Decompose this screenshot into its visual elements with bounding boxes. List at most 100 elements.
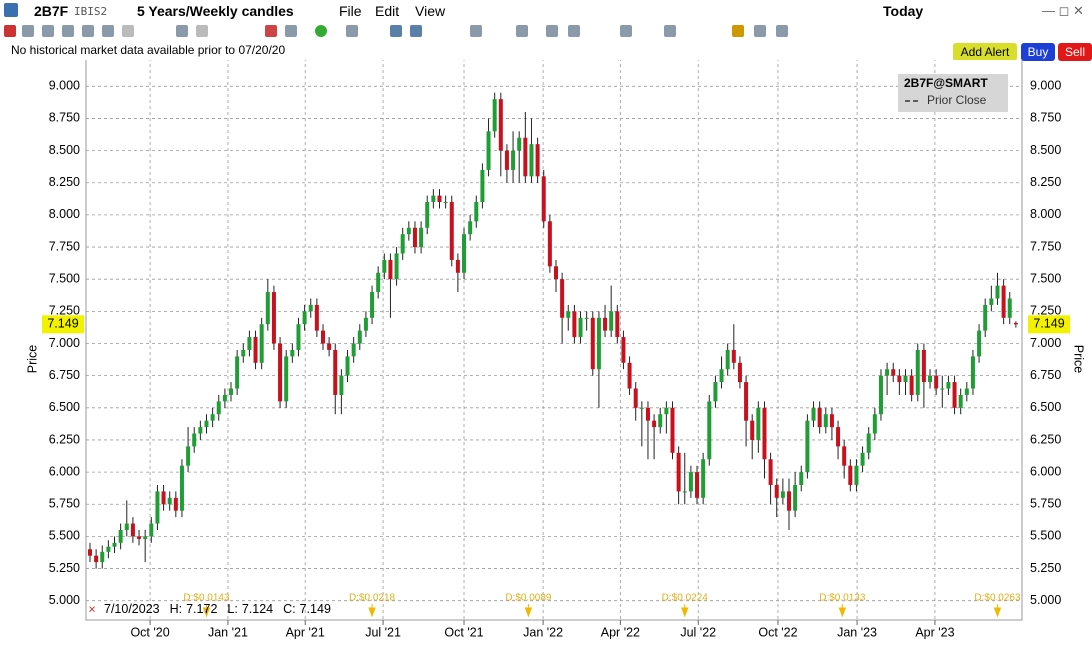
candle-body — [100, 551, 105, 563]
candle-body — [572, 311, 577, 338]
candle-body — [492, 99, 497, 132]
plot-area — [85, 60, 1023, 621]
candle-body — [504, 150, 509, 170]
y-tick-label: 7.500 — [49, 271, 80, 285]
y-tick-label-right: 8.750 — [1030, 111, 1061, 125]
add-alert-button[interactable]: Add Alert — [953, 43, 1017, 61]
legend-box — [898, 74, 1008, 112]
symbol[interactable]: 2B7F — [34, 3, 69, 19]
candle-body — [891, 369, 896, 376]
tool-icon[interactable] — [346, 25, 358, 37]
tool-icon[interactable] — [546, 25, 558, 37]
app-icon — [4, 3, 18, 17]
tool-icon[interactable] — [315, 25, 327, 37]
tool-icon[interactable] — [754, 25, 766, 37]
tool-icon[interactable] — [390, 25, 402, 37]
tool-icon[interactable] — [62, 25, 74, 37]
candle-body — [713, 382, 718, 402]
candle-body — [222, 394, 227, 402]
candle-body — [130, 523, 135, 537]
candle-body — [866, 433, 871, 453]
candle-body — [707, 401, 712, 460]
menu-view[interactable]: View — [415, 3, 446, 19]
candle-body — [455, 259, 460, 273]
tool-icon[interactable] — [568, 25, 580, 37]
period-selector[interactable]: 5 Years/Weekly candles — [137, 3, 294, 19]
buy-button[interactable]: Buy — [1021, 43, 1055, 61]
tool-icon[interactable] — [22, 25, 34, 37]
candle-body — [320, 330, 325, 344]
tool-icon[interactable] — [410, 25, 422, 37]
tool-icon[interactable] — [102, 25, 114, 37]
candle-body — [167, 497, 172, 505]
tool-icon[interactable] — [664, 25, 676, 37]
y-tick-label-right: 6.000 — [1030, 464, 1061, 478]
candle-body — [921, 349, 926, 383]
tool-icon[interactable] — [196, 25, 208, 37]
candle-body — [124, 523, 129, 530]
candle-body — [547, 221, 552, 267]
candle-body — [762, 407, 767, 460]
candle-body — [768, 459, 773, 485]
tool-icon[interactable] — [42, 25, 54, 37]
y-tick-label: 8.500 — [49, 143, 80, 157]
tool-icon[interactable] — [470, 25, 482, 37]
candle-body — [860, 452, 865, 466]
sell-button[interactable]: Sell — [1058, 43, 1092, 61]
window-controls[interactable]: — ◻ ✕ — [1042, 3, 1084, 18]
candle-body — [265, 292, 270, 325]
candle-body — [468, 221, 473, 235]
candle-body — [314, 304, 319, 331]
candle-body — [480, 169, 485, 203]
tool-icon[interactable] — [82, 25, 94, 37]
tool-icon[interactable] — [732, 25, 744, 37]
tool-icon[interactable] — [122, 25, 134, 37]
candle-body — [284, 356, 289, 402]
tool-icon[interactable] — [285, 25, 297, 37]
y-tick-label: 6.750 — [49, 368, 80, 382]
candle-body — [688, 472, 693, 492]
menu-edit[interactable]: Edit — [375, 3, 400, 19]
info-close-marker: × — [88, 602, 95, 616]
tool-icon[interactable] — [620, 25, 632, 37]
y-tick-label: 6.000 — [49, 464, 80, 478]
tool-icon[interactable] — [176, 25, 188, 37]
candle-body — [253, 337, 258, 363]
candle-body — [161, 491, 166, 505]
candle-body — [431, 195, 436, 203]
candle-body — [805, 420, 810, 473]
info-close: 7.149 — [300, 602, 331, 616]
y-tick-label-right: 5.500 — [1030, 529, 1061, 543]
y-tick-label-right: 9.000 — [1030, 79, 1061, 93]
candle-body — [179, 465, 184, 511]
y-tick-label-right: 8.000 — [1030, 207, 1061, 221]
menu-file[interactable]: File — [339, 3, 362, 19]
candle-body — [137, 536, 142, 539]
candle-body — [198, 427, 203, 434]
candle-body — [977, 330, 982, 357]
tool-icon[interactable] — [516, 25, 528, 37]
candle-body — [382, 259, 387, 273]
y-tick-label-right: 5.250 — [1030, 561, 1061, 575]
candle-body — [934, 375, 939, 389]
y-tick-label: 7.250 — [49, 304, 80, 318]
candle-body — [259, 324, 264, 363]
dividend-label: D:$0.0089 — [505, 593, 552, 604]
candle-body — [278, 343, 283, 402]
y-tick-label: 6.250 — [49, 432, 80, 446]
y-tick-label-right: 7.500 — [1030, 271, 1061, 285]
info-l-label: L: — [227, 602, 237, 616]
candle-body — [235, 356, 240, 389]
x-tick-label: Jan '23 — [837, 625, 877, 639]
candle-body — [517, 137, 522, 151]
candle-body — [553, 266, 558, 280]
tool-icon[interactable] — [776, 25, 788, 37]
candle-body — [596, 317, 601, 370]
range-selector[interactable]: Today — [883, 3, 924, 19]
exchange[interactable]: IBIS2 — [74, 5, 108, 18]
x-tick-label: Jul '21 — [365, 625, 401, 639]
price-tag — [42, 315, 84, 334]
x-tick-label: Oct '20 — [130, 625, 169, 639]
tool-icon[interactable] — [4, 25, 16, 37]
tool-icon[interactable] — [265, 25, 277, 37]
